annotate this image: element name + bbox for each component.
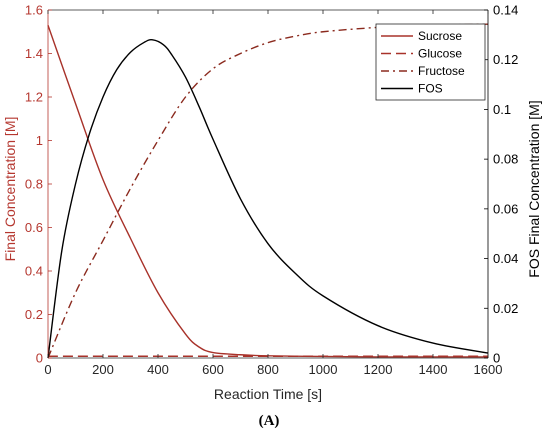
axis-layer: 0 200 400 600 800 1000 1200 1400 160000.20.40.60… xyxy=(25,3,518,378)
y-tick-label-right: 0.04 xyxy=(493,251,518,266)
figure-caption: (A) xyxy=(259,413,280,429)
x-tick-label: 400 xyxy=(147,362,169,377)
y-tick-label-left: 1.2 xyxy=(25,90,43,105)
y-tick-label-right: 0.02 xyxy=(493,301,518,316)
y-tick-label-left: 0.8 xyxy=(25,177,43,192)
y-tick-label-left: 0.2 xyxy=(25,307,43,322)
y-axis-label-left: Final Concentration [M] xyxy=(2,117,18,262)
y-tick-label-left: 0.4 xyxy=(25,264,43,279)
legend-label-sucrose: Sucrose xyxy=(418,29,462,43)
x-tick-label: 1200 xyxy=(364,362,393,377)
y-tick-label-left: 1 xyxy=(36,133,43,148)
y-tick-label-right: 0.1 xyxy=(493,102,511,117)
y-tick-label-left: 0 xyxy=(36,351,43,366)
y-tick-label-right: 0.12 xyxy=(493,52,518,67)
y-tick-label-left: 1.4 xyxy=(25,46,43,61)
y-tick-label-right: 0.06 xyxy=(493,201,518,216)
x-tick-label: 800 xyxy=(257,362,279,377)
x-tick-label: 1600 xyxy=(474,362,503,377)
x-tick-label: 1400 xyxy=(419,362,448,377)
y-tick-label-right: 0 xyxy=(493,351,500,366)
y-tick-label-left: 1.6 xyxy=(25,3,43,18)
y-axis-label-right: FOS Final Concentration [M] xyxy=(526,100,542,277)
x-tick-label: 200 xyxy=(92,362,114,377)
x-axis-label: Reaction Time [s] xyxy=(214,386,322,402)
legend-label-fos: FOS xyxy=(418,82,443,96)
y-tick-label-right: 0.08 xyxy=(493,152,518,167)
legend-label-glucose: Glucose xyxy=(418,47,462,61)
legend-label-fructose: Fructose xyxy=(418,64,465,78)
series-line-fructose xyxy=(47,23,489,359)
series-line-fos xyxy=(47,39,489,359)
x-tick-label: 600 xyxy=(202,362,224,377)
y-tick-label-left: 0.6 xyxy=(25,220,43,235)
x-tick-label: 0 xyxy=(44,362,51,377)
y-tick-label-right: 0.14 xyxy=(493,3,518,18)
x-tick-label: 1000 xyxy=(309,362,338,377)
legend: Sucrose Glucose Fructose FOS xyxy=(375,23,486,101)
